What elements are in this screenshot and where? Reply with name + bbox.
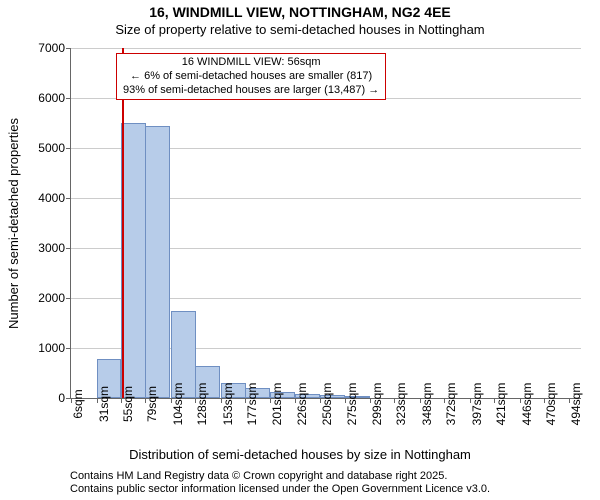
x-tick-label: 348sqm <box>420 383 434 426</box>
x-tick-label: 494sqm <box>569 383 583 426</box>
x-tick-label: 104sqm <box>171 383 185 426</box>
y-tick-mark <box>66 148 71 149</box>
x-tick-label: 6sqm <box>71 389 85 418</box>
y-tick-mark <box>66 348 71 349</box>
footer-line-2: Contains public sector information licen… <box>70 483 490 496</box>
y-tick-mark <box>66 48 71 49</box>
x-tick-label: 177sqm <box>245 383 259 426</box>
y-tick-mark <box>66 298 71 299</box>
x-tick-label: 226sqm <box>295 383 309 426</box>
x-tick-label: 470sqm <box>544 383 558 426</box>
x-tick-label: 397sqm <box>470 383 484 426</box>
x-tick-label: 446sqm <box>520 383 534 426</box>
y-tick-mark <box>66 248 71 249</box>
y-tick-label: 7000 <box>15 41 65 55</box>
x-tick-label: 421sqm <box>494 383 508 426</box>
x-tick-label: 153sqm <box>221 383 235 426</box>
y-tick-label: 1000 <box>15 341 65 355</box>
plot-area: 010002000300040005000600070006sqm31sqm55… <box>70 48 581 399</box>
footer-text: Contains HM Land Registry data © Crown c… <box>70 470 490 496</box>
y-tick-mark <box>66 198 71 199</box>
x-tick-label: 128sqm <box>195 383 209 426</box>
y-tick-mark <box>66 98 71 99</box>
chart-subtitle: Size of property relative to semi-detach… <box>0 22 600 37</box>
x-tick-label: 201sqm <box>270 383 284 426</box>
footer-line-1: Contains HM Land Registry data © Crown c… <box>70 470 490 483</box>
y-tick-label: 2000 <box>15 291 65 305</box>
y-tick-label: 5000 <box>15 141 65 155</box>
x-tick-label: 323sqm <box>394 383 408 426</box>
x-tick-label: 372sqm <box>444 383 458 426</box>
x-tick-label: 79sqm <box>145 386 159 422</box>
gridline <box>71 48 581 49</box>
x-tick-label: 299sqm <box>370 383 384 426</box>
y-tick-label: 3000 <box>15 241 65 255</box>
y-tick-label: 0 <box>15 391 65 405</box>
y-tick-label: 6000 <box>15 91 65 105</box>
infobox-line-3: 93% of semi-detached houses are larger (… <box>123 84 379 98</box>
chart-container: 16, WINDMILL VIEW, NOTTINGHAM, NG2 4EE S… <box>0 0 600 500</box>
x-tick-label: 275sqm <box>345 383 359 426</box>
infobox-line-1: 16 WINDMILL VIEW: 56sqm <box>123 56 379 70</box>
y-tick-label: 4000 <box>15 191 65 205</box>
x-tick-label: 250sqm <box>320 383 334 426</box>
infobox-line-2: ← 6% of semi-detached houses are smaller… <box>123 70 379 84</box>
property-infobox: 16 WINDMILL VIEW: 56sqm← 6% of semi-deta… <box>116 53 386 100</box>
property-marker-line <box>122 48 124 398</box>
x-axis-label: Distribution of semi-detached houses by … <box>0 447 600 462</box>
bar <box>121 123 146 398</box>
chart-title: 16, WINDMILL VIEW, NOTTINGHAM, NG2 4EE <box>0 4 600 20</box>
x-tick-label: 31sqm <box>97 386 111 422</box>
bar <box>145 126 170 399</box>
